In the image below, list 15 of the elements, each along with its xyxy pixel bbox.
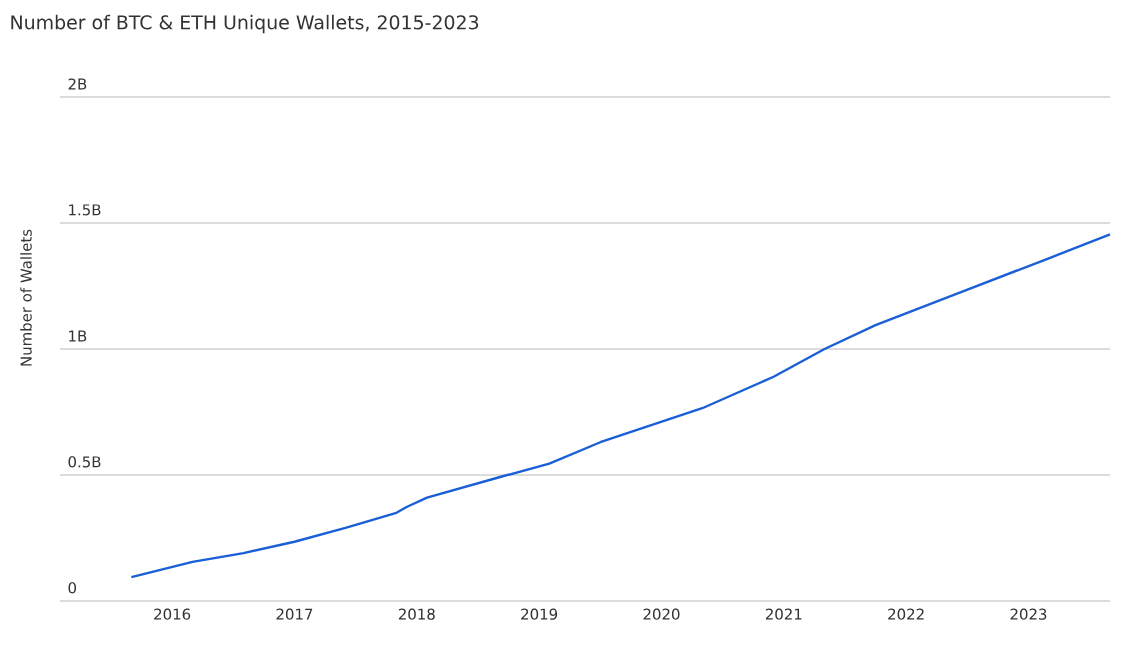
y-tick-label: 1B (69, 330, 87, 342)
x-tick-label: 2017 (276, 608, 313, 620)
y-tick-label: 0.5B (68, 456, 101, 468)
x-tick-label: 2018 (398, 608, 435, 620)
x-tick-label: 2021 (765, 608, 802, 620)
y-axis-title: Number of Wallets (20, 229, 32, 366)
x-tick-label: 2016 (154, 608, 191, 620)
x-tick-label: 2019 (521, 608, 558, 620)
y-tick-label: 0 (68, 582, 77, 594)
x-tick-label: 2022 (888, 608, 924, 620)
y-tick-label: 2B (68, 78, 87, 90)
x-tick-label: 2020 (643, 608, 680, 620)
y-tick-label: 1.5B (69, 204, 101, 216)
chart-title: Number of BTC & ETH Unique Wallets, 2015-2023 (11, 14, 479, 34)
x-tick-label: 2023 (1010, 608, 1047, 620)
